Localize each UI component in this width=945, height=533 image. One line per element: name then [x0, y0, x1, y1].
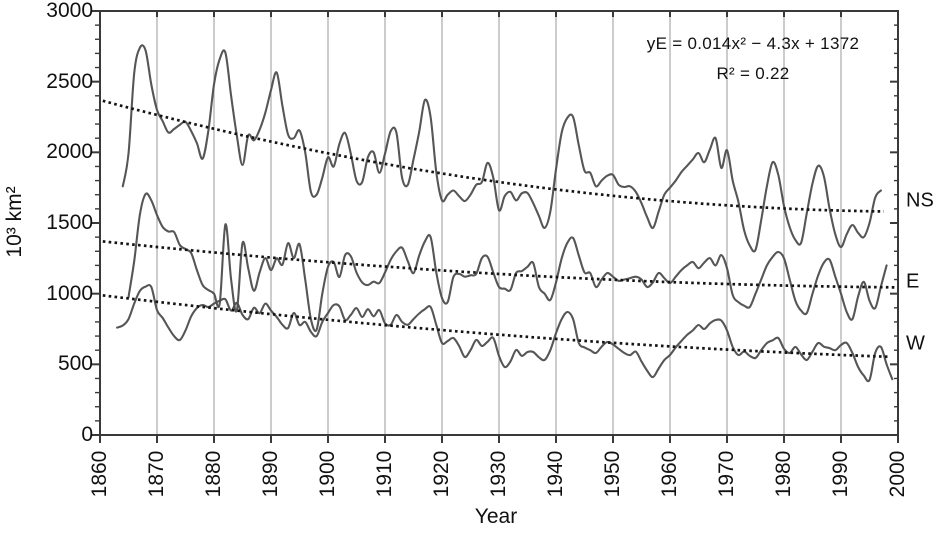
x-tick-label-1970: 1970: [715, 450, 738, 498]
x-tick-label-1880: 1880: [202, 450, 225, 498]
series-line-W: [116, 283, 894, 383]
y-tick-label-500: 500: [57, 352, 93, 376]
y-tick-label-1500: 1500: [46, 211, 93, 234]
x-tick-label-1920: 1920: [430, 450, 453, 498]
y-tick-label-1000: 1000: [46, 281, 93, 305]
x-tick-label-1910: 1910: [373, 450, 396, 498]
x-tick-label-1860: 1860: [88, 450, 111, 498]
x-tick-label-1930: 1930: [487, 450, 510, 498]
y-tick-label-2000: 2000: [46, 140, 93, 164]
regression-equation: yE = 0.014x² − 4.3x + 1372: [646, 34, 860, 53]
x-tick-label-1960: 1960: [658, 450, 681, 498]
W-trend: [102, 294, 890, 359]
x-tick-label-1940: 1940: [544, 450, 567, 498]
y-tick-label-2500: 2500: [46, 69, 93, 93]
y-tick-label-0: 0: [81, 423, 93, 446]
E-trend: [102, 240, 896, 289]
x-tick-label-1950: 1950: [601, 450, 624, 498]
trend-lines-dotted: [102, 99, 896, 359]
x-tick-label-1980: 1980: [772, 450, 795, 498]
axes-and-ticks: [91, 10, 899, 443]
NS-trend: [102, 99, 884, 213]
x-tick-label-2000: 2000: [886, 450, 909, 498]
x-tick-label-1870: 1870: [145, 450, 168, 498]
x-tick-label-1990: 1990: [829, 450, 852, 498]
x-axis-title: Year: [474, 505, 518, 528]
series-label-e: E: [906, 270, 920, 293]
data-series-curves: [116, 44, 894, 383]
y-tick-label-3000: 3000: [46, 0, 93, 22]
series-label-w: W: [906, 332, 925, 355]
x-tick-label-1900: 1900: [316, 450, 339, 498]
series-label-ns: NS: [906, 189, 934, 212]
gridlines: [156, 11, 842, 435]
x-tick-label-1890: 1890: [259, 450, 282, 498]
r-squared-value: R² = 0.22: [716, 64, 790, 83]
y-axis-title: 10³ km²: [3, 186, 26, 258]
series-line-E: [127, 192, 888, 333]
